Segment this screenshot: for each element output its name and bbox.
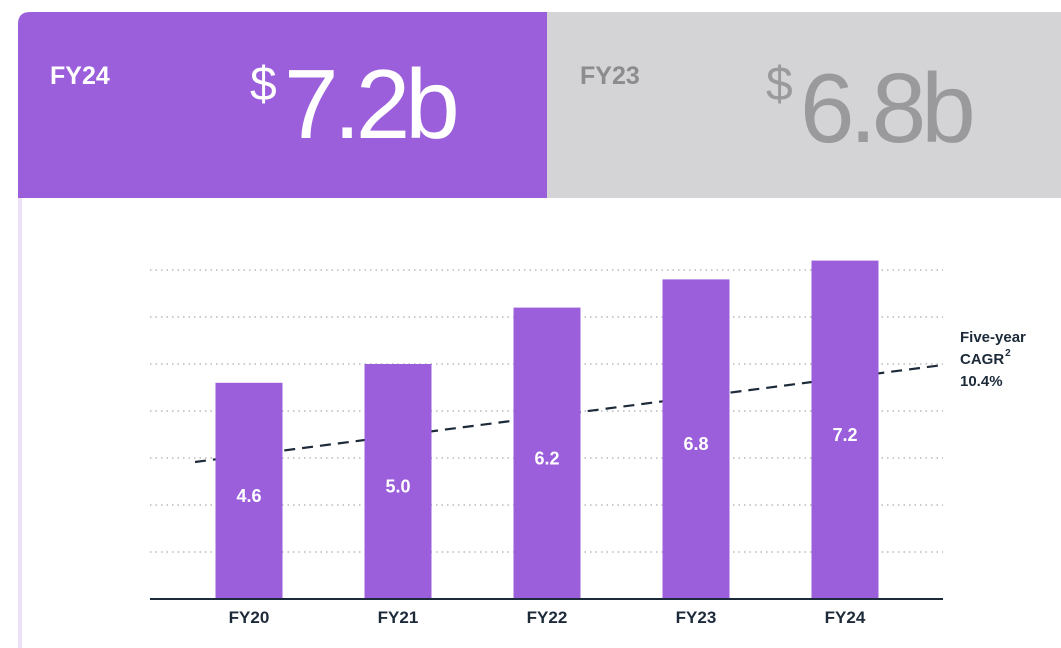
annotation-footnote: 2: [1005, 348, 1011, 359]
x-tick-label: FY23: [676, 608, 717, 627]
current-panel: [18, 12, 547, 198]
bar: [662, 279, 730, 599]
value-label: 5.0: [385, 477, 410, 497]
annotation-line: CAGR: [960, 351, 1004, 368]
x-tick-label: FY20: [229, 608, 270, 627]
value-label: 4.6: [236, 486, 261, 506]
x-tick-label: FY21: [378, 608, 419, 627]
annotation-value: 10.4%: [960, 373, 1003, 390]
current-label: FY24: [50, 62, 110, 90]
chart: 4.6 FY20 5.0 FY21 6.2 FY22 6.8 FY23 7.2 FY24 Five-…: [150, 260, 1026, 627]
current-currency: $: [250, 58, 277, 111]
annotation-line: Five-year: [960, 329, 1026, 346]
bar: [513, 307, 581, 599]
current-amount: 7.2b: [284, 49, 456, 159]
value-label: 7.2: [832, 425, 857, 445]
previous-amount: 6.8b: [800, 53, 972, 163]
value-label: 6.2: [534, 448, 559, 468]
bar: [215, 382, 283, 599]
previous-panel: [547, 12, 1061, 198]
x-tick-label: FY24: [825, 608, 866, 627]
bar: [811, 260, 879, 599]
value-label: 6.8: [683, 434, 708, 454]
previous-label: FY23: [580, 62, 640, 90]
bar: [364, 364, 432, 599]
left-border: [18, 198, 22, 648]
previous-currency: $: [766, 58, 793, 111]
x-tick-label: FY22: [527, 608, 568, 627]
